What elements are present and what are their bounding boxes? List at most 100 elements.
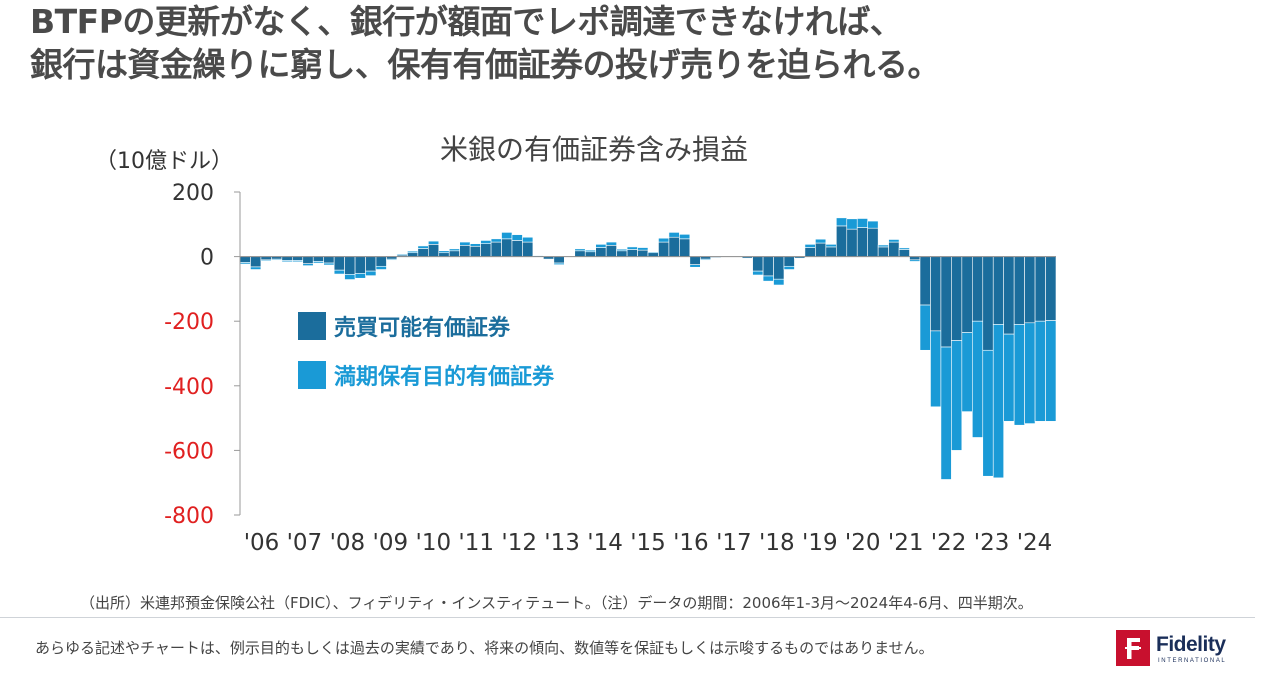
x-tick-label: '14: [587, 530, 623, 556]
bar-held-to-maturity: [480, 240, 492, 244]
bar-held-to-maturity: [584, 249, 596, 253]
bar-available-for-sale: [898, 249, 910, 257]
bar-held-to-maturity: [522, 236, 534, 243]
logo-name: Fidelity: [1156, 633, 1226, 656]
x-tick-label: '19: [802, 530, 838, 556]
bar-available-for-sale: [459, 245, 471, 257]
bar-held-to-maturity: [490, 238, 502, 243]
bar-held-to-maturity: [1034, 320, 1046, 422]
x-tick-label: '18: [759, 530, 795, 556]
bar-held-to-maturity: [846, 218, 858, 230]
bar-available-for-sale: [637, 249, 649, 257]
bar-held-to-maturity: [856, 218, 868, 228]
footer-divider: [0, 617, 1255, 618]
legend-label: 満期保有目的有価証券: [334, 364, 555, 390]
bar-held-to-maturity: [281, 260, 293, 263]
bar-held-to-maturity: [417, 245, 429, 249]
bar-available-for-sale: [804, 247, 816, 257]
source-note: （出所）米連邦預金保険公社（FDIC）、フィデリティ・インスティテュート。（注）…: [80, 594, 1033, 612]
bar-available-for-sale: [867, 227, 879, 257]
chart-title: 米銀の有価証券含み損益: [440, 133, 749, 166]
bar-held-to-maturity: [459, 241, 471, 246]
x-tick-label: '09: [373, 530, 409, 556]
bar-held-to-maturity: [961, 332, 973, 412]
bar-held-to-maturity: [469, 243, 481, 247]
bar-available-for-sale: [836, 225, 848, 257]
bar-available-for-sale: [992, 256, 1004, 325]
x-tick-label: '11: [458, 530, 494, 556]
disclaimer: あらゆる記述やチャートは、例示目的もしくは過去の実績であり、将来の傾向、数値等を…: [35, 639, 934, 657]
x-tick-label: '24: [1017, 530, 1053, 556]
bar-available-for-sale: [490, 241, 502, 257]
bar-available-for-sale: [501, 238, 513, 257]
bar-available-for-sale: [595, 247, 607, 257]
bar-held-to-maturity: [762, 275, 774, 282]
bar-held-to-maturity: [365, 270, 377, 276]
bar-held-to-maturity: [940, 346, 952, 480]
bar-held-to-maturity: [375, 265, 387, 270]
bar-available-for-sale: [417, 248, 429, 257]
headline-line-2: 銀行は資金繰りに窮し、保有有価証券の投げ売りを迫られる。: [30, 45, 941, 84]
bar-held-to-maturity: [448, 248, 460, 252]
bar-available-for-sale: [616, 250, 628, 257]
bar-available-for-sale: [344, 256, 356, 275]
bar-held-to-maturity: [700, 258, 712, 261]
bar-held-to-maturity: [595, 244, 607, 248]
bar-available-for-sale: [762, 256, 774, 277]
bar-available-for-sale: [877, 246, 889, 257]
bar-held-to-maturity: [396, 253, 408, 256]
y-tick-label: -800: [164, 504, 214, 529]
bar-available-for-sale: [574, 250, 586, 257]
bar-held-to-maturity: [898, 247, 910, 250]
bar-held-to-maturity: [909, 259, 921, 262]
bar-held-to-maturity: [543, 258, 555, 261]
bar-available-for-sale: [846, 228, 858, 257]
bar-held-to-maturity: [271, 258, 283, 261]
bar-available-for-sale: [1013, 256, 1025, 325]
bar-available-for-sale: [292, 256, 304, 261]
bar-held-to-maturity: [689, 264, 701, 268]
bar-available-for-sale: [825, 246, 837, 257]
x-tick-label: '07: [287, 530, 323, 556]
x-tick-label: '17: [716, 530, 752, 556]
bar-held-to-maturity: [836, 217, 848, 227]
bar-held-to-maturity: [804, 244, 816, 248]
bar-held-to-maturity: [553, 262, 565, 265]
bar-held-to-maturity: [260, 259, 272, 262]
bar-held-to-maturity: [658, 237, 670, 243]
legend-swatch: [298, 312, 326, 340]
bar-available-for-sale: [679, 238, 691, 257]
bar-available-for-sale: [281, 256, 293, 261]
bar-available-for-sale: [982, 256, 994, 351]
bar-available-for-sale: [553, 256, 565, 264]
bar-held-to-maturity: [428, 240, 440, 245]
bar-available-for-sale: [856, 227, 868, 257]
x-tick-label: '22: [931, 530, 967, 556]
bar-available-for-sale: [323, 256, 335, 264]
bar-held-to-maturity: [825, 244, 837, 248]
bar-held-to-maturity: [992, 324, 1004, 479]
logo-subtitle: INTERNATIONAL: [1158, 658, 1227, 664]
bar-held-to-maturity: [386, 258, 398, 261]
bar-held-to-maturity: [501, 232, 513, 240]
bar-available-for-sale: [1003, 256, 1015, 335]
bar-held-to-maturity: [794, 257, 806, 260]
bar-available-for-sale: [951, 256, 963, 341]
bar-held-to-maturity: [930, 330, 942, 408]
bar-held-to-maturity: [574, 248, 586, 252]
bar-available-for-sale: [239, 256, 251, 263]
bar-held-to-maturity: [647, 251, 659, 254]
bar-available-for-sale: [961, 256, 973, 333]
bar-held-to-maturity: [752, 270, 764, 276]
y-tick-label: -600: [164, 439, 214, 464]
bar-held-to-maturity: [1045, 320, 1057, 422]
bar-available-for-sale: [940, 256, 952, 348]
bar-held-to-maturity: [344, 274, 356, 280]
bar-available-for-sale: [689, 256, 701, 265]
bar-held-to-maturity: [1013, 324, 1025, 426]
bars-group: [239, 217, 1057, 480]
x-tick-label: '12: [501, 530, 537, 556]
bar-available-for-sale: [448, 250, 460, 257]
